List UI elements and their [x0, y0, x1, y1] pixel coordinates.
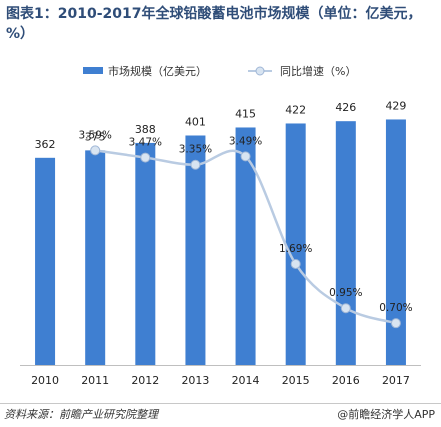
growth-point-2013 [190, 159, 201, 170]
bar-2011 [85, 150, 106, 365]
bar-series [35, 119, 406, 365]
x-tick-2016: 2016 [332, 374, 360, 387]
bar-label-2017: 429 [385, 99, 406, 112]
bar-2013 [185, 135, 206, 365]
growth-point-2017 [390, 318, 401, 329]
bar-data-labels: 362 375 388 401 415 422 426 429 [35, 99, 407, 150]
x-tick-2017: 2017 [382, 374, 410, 387]
bar-2017 [385, 119, 406, 365]
bar-label-2015: 422 [285, 103, 306, 116]
legend-label-growth: 同比增速（%） [280, 64, 356, 78]
growth-point-2015 [290, 258, 301, 269]
legend-swatch-market-size [83, 67, 103, 74]
brand-credit: @前瞻经济学人APP [337, 408, 435, 421]
x-tick-2015: 2015 [282, 374, 310, 387]
x-tick-2014: 2014 [232, 374, 260, 387]
growth-data-labels: 3.59% 3.47% 3.35% 3.49% 1.69% 0.95% 0.70% [79, 129, 413, 314]
bar-label-2012: 388 [135, 123, 156, 136]
growth-label-2014: 3.49% [229, 135, 262, 147]
legend: 市场规模（亿美元） 同比增速（%） [83, 64, 356, 78]
bar-2010 [35, 157, 56, 365]
legend-swatch-growth-marker [255, 66, 265, 76]
growth-point-2012 [140, 152, 151, 163]
bar-label-2013: 401 [185, 115, 206, 128]
x-tick-2011: 2011 [81, 374, 109, 387]
bar-2012 [135, 142, 156, 365]
x-tick-2010: 2010 [31, 374, 59, 387]
growth-label-2016: 0.95% [329, 287, 362, 299]
x-axis-tick-labels: 2010 2011 2012 2013 2014 2015 2016 2017 [31, 374, 410, 387]
bar-label-2014: 415 [235, 107, 256, 120]
growth-label-2017: 0.70% [379, 302, 412, 314]
x-tick-2013: 2013 [181, 374, 209, 387]
bar-label-2011: 375 [85, 130, 106, 143]
bar-label-2016: 426 [335, 101, 356, 114]
growth-point-2014 [240, 151, 251, 162]
bar-2016 [335, 121, 356, 365]
growth-label-2012: 3.47% [129, 137, 162, 149]
chart-title: 图表1：2010-2017年全球铅酸蓄电池市场规模（单位：亿美元，%） [6, 6, 422, 42]
growth-label-2013: 3.35% [179, 144, 212, 156]
x-tick-2012: 2012 [131, 374, 159, 387]
growth-label-2011: 3.59% [79, 129, 112, 141]
bar-2014 [235, 127, 256, 365]
footer-divider [0, 403, 441, 404]
growth-point-2011 [90, 145, 101, 156]
source-note: 资料来源：前瞻产业研究院整理 [4, 408, 158, 421]
bar-label-2010: 362 [35, 138, 56, 151]
bar-2015 [285, 123, 306, 365]
growth-point-2016 [340, 303, 351, 314]
growth-label-2015: 1.69% [279, 243, 312, 255]
legend-label-market-size: 市场规模（亿美元） [108, 64, 207, 78]
growth-line-series [90, 145, 401, 329]
